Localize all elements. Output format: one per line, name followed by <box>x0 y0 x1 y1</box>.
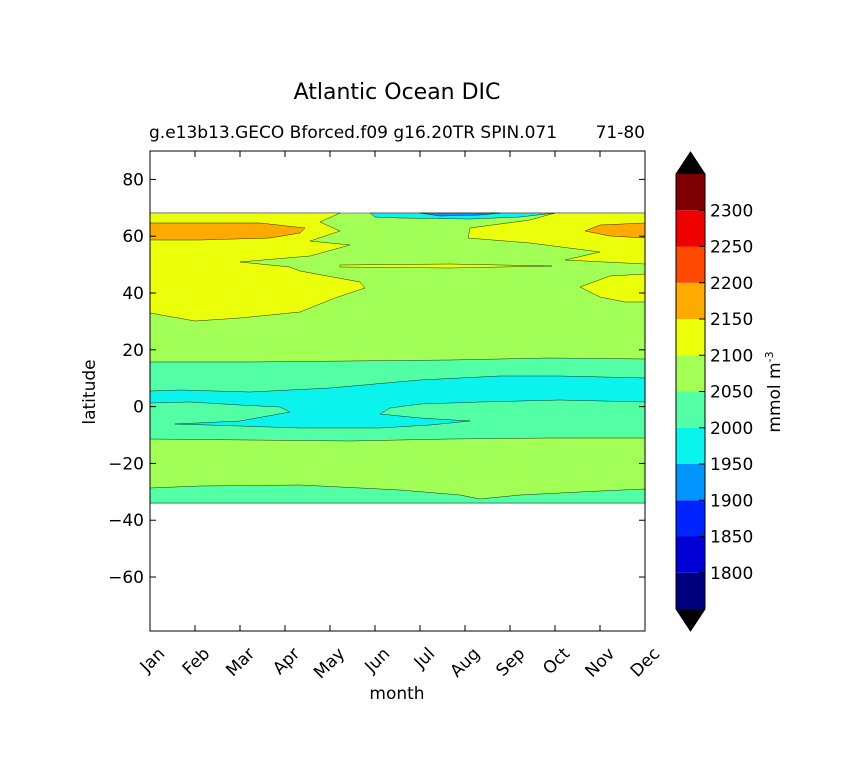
x-tick-label: Apr <box>269 644 304 679</box>
contour-region-2150-2200-west <box>150 222 306 241</box>
x-tick-label: Jan <box>136 644 169 677</box>
x-tick-label: Mar <box>222 644 259 681</box>
x-tick-label: Sep <box>492 644 529 681</box>
colorbar-segment <box>676 355 705 392</box>
colorbar-segment <box>676 319 705 356</box>
x-tick-label: Oct <box>539 644 574 679</box>
colorbar-segment <box>676 210 705 247</box>
colorbar-tick-label: 2250 <box>710 238 753 258</box>
colorbar-segment <box>676 500 705 537</box>
colorbar-tick-label: 2050 <box>710 383 753 403</box>
x-tick-label: Aug <box>447 644 485 682</box>
contour-region-1950-2000 <box>150 375 645 429</box>
y-axis: 80 60 40 20 0 −20 −40 −60 <box>108 170 645 588</box>
x-tick-label: May <box>310 644 349 683</box>
x-axis-label: month <box>369 684 424 704</box>
y-tick-label: −20 <box>108 454 144 474</box>
colorbar-tick-label: 2150 <box>710 310 753 330</box>
colorbar-outline <box>675 151 706 632</box>
x-tick-label: Jul <box>410 644 439 673</box>
y-tick-label: 0 <box>133 398 144 418</box>
colorbar-tick-label: 1800 <box>710 564 753 584</box>
y-tick-label: 80 <box>122 170 144 190</box>
plot-frame <box>149 150 646 632</box>
colorbar-tick-label: 1850 <box>710 528 753 548</box>
x-tick-label: Feb <box>179 644 214 679</box>
contour-region-2100-2150-east-lower <box>579 273 645 303</box>
contour-fills <box>150 212 645 504</box>
colorbar-tick-label: 2100 <box>710 346 753 366</box>
colorbar-segment <box>676 282 705 319</box>
contour-region-2000-2050-south <box>150 484 645 504</box>
colorbar-segment <box>676 536 705 573</box>
contour-region-2150-2200-east <box>584 222 645 239</box>
colorbar-segment <box>676 174 705 211</box>
contour-region-1950-2000-north <box>369 212 556 220</box>
colorbar-segment <box>676 572 705 609</box>
colorbar-tick-label: 2300 <box>710 201 753 221</box>
contour-region-2100-2150-thin <box>339 263 553 269</box>
x-tick-label: Dec <box>627 644 664 681</box>
colorbar-tick-label: 2200 <box>710 274 753 294</box>
colorbar-tick-label: 2000 <box>710 419 753 439</box>
colorbar-tick-label: 1950 <box>710 455 753 475</box>
y-tick-label: 20 <box>122 341 144 361</box>
y-tick-label: −40 <box>108 511 144 531</box>
colorbar-segment <box>676 464 705 501</box>
contour-region-1900-1950-north <box>419 212 501 217</box>
x-tick-label: Nov <box>582 644 620 682</box>
colorbar-extend-high <box>676 152 705 174</box>
y-tick-label: 60 <box>122 227 144 247</box>
x-tick-label: Jun <box>361 644 395 678</box>
colorbar-segment <box>676 246 705 283</box>
colorbar-tick-label: 1900 <box>710 491 753 511</box>
y-tick-label: −60 <box>108 568 144 588</box>
colorbar-label: mmol m-3 <box>763 351 785 432</box>
colorbar-segment <box>676 427 705 464</box>
y-axis-label: latitude <box>80 359 100 424</box>
y-tick-label: 40 <box>122 284 144 304</box>
chart-title: Atlantic Ocean DIC <box>294 80 501 105</box>
chart-subtitle-right: 71-80 <box>596 123 645 143</box>
colorbar: 1800 1850 1900 1950 2000 2050 2100 2150 2200 2250… <box>675 151 753 632</box>
colorbar-segment <box>676 391 705 428</box>
chart-subtitle-left: g.e13b13.GECO Bforced.f09 g16.20TR SPIN.… <box>149 123 557 143</box>
colorbar-extend-low <box>676 609 705 631</box>
